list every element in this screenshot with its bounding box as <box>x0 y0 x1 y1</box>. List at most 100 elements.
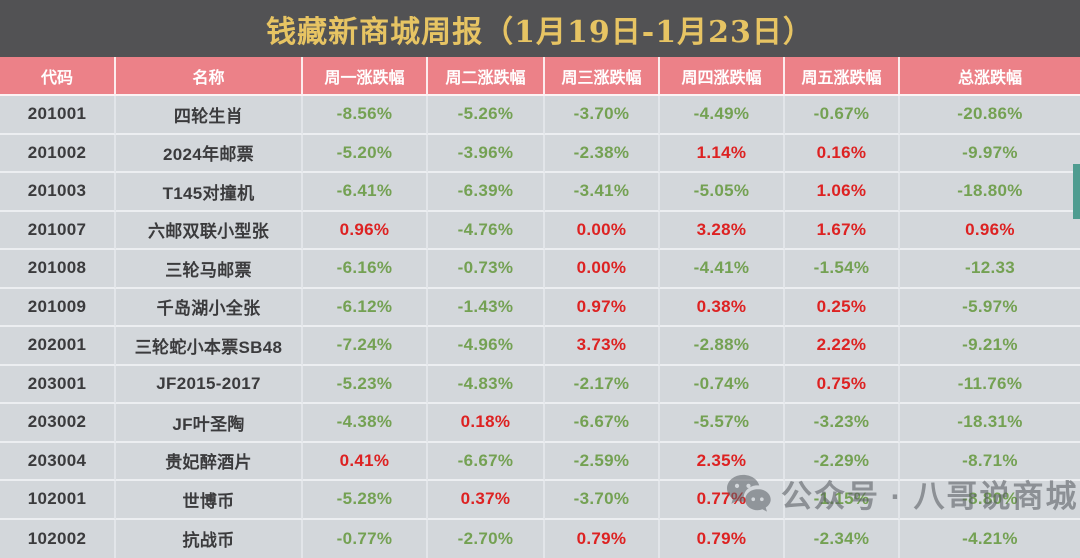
change-cell: -2.38% <box>545 134 660 173</box>
change-cell: -8.56% <box>303 96 428 135</box>
change-cell: 2.35% <box>660 442 785 481</box>
code-cell: 201007 <box>0 211 116 250</box>
change-cell: -18.31% <box>900 404 1080 443</box>
change-cell: -6.39% <box>428 173 545 212</box>
change-cell: 0.00% <box>545 250 660 289</box>
change-cell: -5.28% <box>303 481 428 520</box>
table-body: 201001 四轮生肖 -8.56% -5.26% -3.70% -4.49% -0.67%… <box>0 96 1080 558</box>
change-cell: -2.59% <box>545 442 660 481</box>
column-header-1: 名称 <box>116 57 303 96</box>
change-cell: -20.86% <box>900 96 1080 135</box>
change-cell: -4.96% <box>428 327 545 366</box>
change-cell: -5.26% <box>428 96 545 135</box>
change-cell: 0.38% <box>660 288 785 327</box>
change-cell: 0.79% <box>545 519 660 558</box>
column-header-7: 总涨跌幅 <box>900 57 1080 96</box>
change-cell: -6.67% <box>428 442 545 481</box>
column-header-4: 周三涨跌幅 <box>545 57 660 96</box>
code-cell: 201009 <box>0 288 116 327</box>
change-cell: 0.37% <box>428 481 545 520</box>
column-header-6: 周五涨跌幅 <box>785 57 900 96</box>
change-cell: -3.96% <box>428 134 545 173</box>
name-cell: 三轮马邮票 <box>116 250 303 289</box>
change-cell: 0.75% <box>785 365 900 404</box>
table-row: 203002 JF叶圣陶 -4.38% 0.18% -6.67% -5.57% -3.23%… <box>0 404 1080 443</box>
change-cell: -3.41% <box>545 173 660 212</box>
change-cell: 0.96% <box>303 211 428 250</box>
change-cell: -11.76% <box>900 365 1080 404</box>
change-cell: -2.88% <box>660 327 785 366</box>
code-cell: 203004 <box>0 442 116 481</box>
table-row: 201008 三轮马邮票 -6.16% -0.73% 0.00% -4.41% -1.54%… <box>0 250 1080 289</box>
column-header-0: 代码 <box>0 57 116 96</box>
code-cell: 201001 <box>0 96 116 135</box>
change-cell: -8.71% <box>900 442 1080 481</box>
code-cell: 102002 <box>0 519 116 558</box>
change-cell: -5.20% <box>303 134 428 173</box>
change-cell: 0.16% <box>785 134 900 173</box>
change-cell: -1.15% <box>785 481 900 520</box>
column-header-3: 周二涨跌幅 <box>428 57 545 96</box>
change-cell: -0.74% <box>660 365 785 404</box>
name-cell: 抗战币 <box>116 519 303 558</box>
change-cell: -9.21% <box>900 327 1080 366</box>
change-cell: -4.83% <box>428 365 545 404</box>
name-cell: 2024年邮票 <box>116 134 303 173</box>
name-cell: JF2015-2017 <box>116 365 303 404</box>
change-cell: -0.67% <box>785 96 900 135</box>
table-row: 201002 2024年邮票 -5.20% -3.96% -2.38% 1.14% 0.16… <box>0 134 1080 173</box>
code-cell: 201002 <box>0 134 116 173</box>
change-cell: 0.79% <box>660 519 785 558</box>
change-cell: -6.67% <box>545 404 660 443</box>
table-row: 202001 三轮蛇小本票SB48 -7.24% -4.96% 3.73% -2.88% 2… <box>0 327 1080 366</box>
change-cell: -8.80% <box>900 481 1080 520</box>
name-cell: 六邮双联小型张 <box>116 211 303 250</box>
change-cell: -12.33 <box>900 250 1080 289</box>
change-cell: -5.57% <box>660 404 785 443</box>
change-cell: -9.97% <box>900 134 1080 173</box>
table-row: 201007 六邮双联小型张 0.96% -4.76% 0.00% 3.28% 1.67% 0… <box>0 211 1080 250</box>
change-cell: -2.17% <box>545 365 660 404</box>
name-cell: JF叶圣陶 <box>116 404 303 443</box>
change-cell: -3.23% <box>785 404 900 443</box>
column-header-5: 周四涨跌幅 <box>660 57 785 96</box>
title-bar: 钱藏新商城周报（1月19日-1月23日） <box>0 0 1080 57</box>
change-cell: 0.41% <box>303 442 428 481</box>
change-cell: -4.49% <box>660 96 785 135</box>
code-cell: 201008 <box>0 250 116 289</box>
change-cell: -2.34% <box>785 519 900 558</box>
change-cell: -6.41% <box>303 173 428 212</box>
change-cell: 0.25% <box>785 288 900 327</box>
change-cell: 3.73% <box>545 327 660 366</box>
change-cell: -5.23% <box>303 365 428 404</box>
code-cell: 202001 <box>0 327 116 366</box>
code-cell: 102001 <box>0 481 116 520</box>
change-cell: -1.54% <box>785 250 900 289</box>
name-cell: T145对撞机 <box>116 173 303 212</box>
change-cell: 1.67% <box>785 211 900 250</box>
change-cell: 2.22% <box>785 327 900 366</box>
change-cell: -4.21% <box>900 519 1080 558</box>
change-cell: -3.70% <box>545 481 660 520</box>
change-cell: -4.41% <box>660 250 785 289</box>
table-row: 201003 T145对撞机 -6.41% -6.39% -3.41% -5.05% 1.0… <box>0 173 1080 212</box>
table-row: 102001 世博币 -5.28% 0.37% -3.70% 0.77% -1.15% -8.… <box>0 481 1080 520</box>
change-cell: -2.29% <box>785 442 900 481</box>
change-cell: -0.73% <box>428 250 545 289</box>
change-cell: -2.70% <box>428 519 545 558</box>
change-cell: 0.18% <box>428 404 545 443</box>
table-header-row: 代码 名称 周一涨跌幅 周二涨跌幅 周三涨跌幅 周四涨跌幅 周五涨跌幅 总涨跌幅 <box>0 57 1080 96</box>
change-cell: -5.97% <box>900 288 1080 327</box>
change-cell: -4.76% <box>428 211 545 250</box>
name-cell: 四轮生肖 <box>116 96 303 135</box>
code-cell: 203001 <box>0 365 116 404</box>
change-cell: -1.43% <box>428 288 545 327</box>
column-header-2: 周一涨跌幅 <box>303 57 428 96</box>
change-cell: -7.24% <box>303 327 428 366</box>
table-row: 102002 抗战币 -0.77% -2.70% 0.79% 0.79% -2.34% -4.… <box>0 519 1080 558</box>
change-cell: -6.12% <box>303 288 428 327</box>
edge-marker <box>1073 164 1080 219</box>
change-cell: -3.70% <box>545 96 660 135</box>
change-cell: 0.77% <box>660 481 785 520</box>
